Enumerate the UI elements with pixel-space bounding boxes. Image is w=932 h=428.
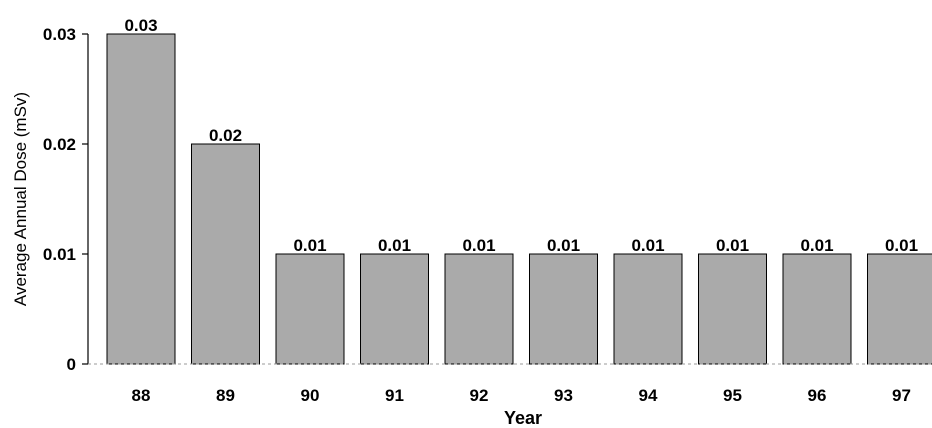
bar <box>191 143 260 365</box>
y-tick-label: 0.02 <box>43 135 76 154</box>
y-tick-label: 0.01 <box>43 245 76 264</box>
bar-data-label: 0.01 <box>547 236 580 255</box>
bar-data-label: 0.03 <box>124 16 157 35</box>
x-ticks-group: 88 89 90 91 92 93 94 95 96 97 <box>132 386 911 405</box>
bar-data-label: 0.01 <box>716 236 749 255</box>
bars-group <box>106 33 932 365</box>
bar <box>613 253 683 365</box>
x-tick-label: 95 <box>723 386 742 405</box>
y-ticks-group: 0 0.01 0.02 0.03 <box>43 25 88 374</box>
bar-data-label: 0.01 <box>800 236 833 255</box>
bar <box>529 253 598 365</box>
y-tick-label: 0.03 <box>43 25 76 44</box>
x-tick-label: 96 <box>808 386 827 405</box>
x-tick-label: 97 <box>892 386 911 405</box>
bar <box>360 253 429 365</box>
bar-data-label: 0.02 <box>209 126 242 145</box>
x-axis-title: Year <box>504 408 542 428</box>
bar <box>444 253 514 365</box>
bar-data-label: 0.01 <box>293 236 326 255</box>
x-tick-label: 89 <box>216 386 235 405</box>
x-tick-label: 92 <box>470 386 489 405</box>
bar <box>782 253 852 365</box>
x-tick-label: 94 <box>639 386 658 405</box>
bar <box>867 253 932 365</box>
x-tick-label: 91 <box>385 386 404 405</box>
bar <box>106 33 176 365</box>
bar <box>698 253 767 365</box>
bar-data-label: 0.01 <box>462 236 495 255</box>
x-tick-label: 93 <box>554 386 573 405</box>
y-tick-label: 0 <box>67 355 76 374</box>
data-labels-group: 0.03 0.02 0.01 0.01 0.01 0.01 0.01 0.01 0.01 0.01 <box>124 16 918 255</box>
bar-data-label: 0.01 <box>631 236 664 255</box>
bar-data-label: 0.01 <box>885 236 918 255</box>
x-tick-label: 88 <box>132 386 151 405</box>
bar <box>275 253 345 365</box>
x-tick-label: 90 <box>301 386 320 405</box>
y-axis-title: Average Annual Dose (mSv) <box>11 92 30 306</box>
bar-data-label: 0.01 <box>378 236 411 255</box>
